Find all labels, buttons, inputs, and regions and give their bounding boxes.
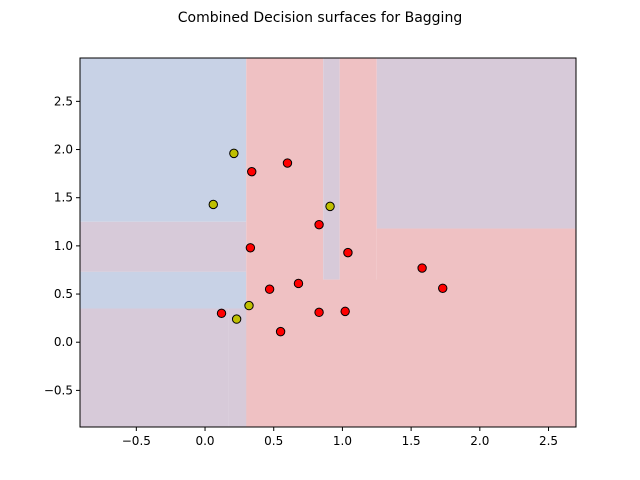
x-tick-label: 2.0 (470, 434, 489, 448)
surface-region-10 (273, 279, 576, 427)
plot-frame (79, 57, 577, 428)
surface-region-6 (323, 58, 340, 280)
data-point-class-1-12 (275, 326, 286, 337)
data-point-class-1-8 (438, 283, 448, 293)
x-tick-label: 1.0 (333, 434, 352, 448)
data-point-class-1-0 (282, 158, 293, 168)
y-tick-label: 2.5 (54, 94, 73, 108)
x-axis: −0.5 0.0 0.5 1.0 1.5 2.0 2.5 (122, 427, 558, 448)
data-point-class-1-2 (314, 219, 324, 230)
data-point-class-1-11 (340, 306, 350, 317)
surface-region-2 (80, 271, 247, 309)
decision-surface (80, 58, 576, 427)
data-point-class-1-9 (216, 308, 227, 319)
scatter-points (208, 148, 448, 337)
data-point-class-1-6 (293, 278, 304, 289)
data-point-class-0-1 (208, 199, 218, 210)
x-tick-label: 0.5 (264, 434, 283, 448)
y-tick-label: 2.0 (54, 143, 73, 157)
chart-title: Combined Decision surfaces for Bagging (178, 10, 462, 26)
data-point-class-1-7 (417, 263, 427, 273)
data-point-class-0-2 (325, 201, 335, 212)
data-point-class-0-0 (229, 148, 239, 159)
y-tick-label: 1.0 (54, 239, 73, 253)
x-tick-label: 0.0 (195, 434, 214, 448)
surface-region-8 (376, 58, 576, 229)
data-point-class-1-1 (247, 166, 257, 177)
data-point-class-0-3 (244, 300, 254, 311)
y-tick-label: −0.5 (44, 383, 73, 397)
y-tick-label: 1.5 (54, 191, 73, 205)
data-point-class-1-10 (314, 307, 324, 318)
data-point-class-1-3 (245, 243, 256, 253)
data-point-class-1-5 (264, 284, 275, 294)
x-tick-label: 2.5 (539, 434, 558, 448)
data-point-class-0-4 (231, 314, 242, 324)
surface-region-3 (80, 308, 229, 427)
x-tick-label: −0.5 (122, 434, 151, 448)
x-tick-label: 1.5 (402, 434, 421, 448)
data-point-class-1-4 (343, 247, 353, 258)
surface-region-1 (80, 221, 247, 272)
y-tick-label: 0.5 (54, 287, 73, 301)
y-tick-label: 0.0 (54, 335, 73, 349)
y-axis: −0.5 0.0 0.5 1.0 1.5 2.0 2.5 (44, 94, 80, 397)
surface-region-0 (80, 58, 247, 222)
